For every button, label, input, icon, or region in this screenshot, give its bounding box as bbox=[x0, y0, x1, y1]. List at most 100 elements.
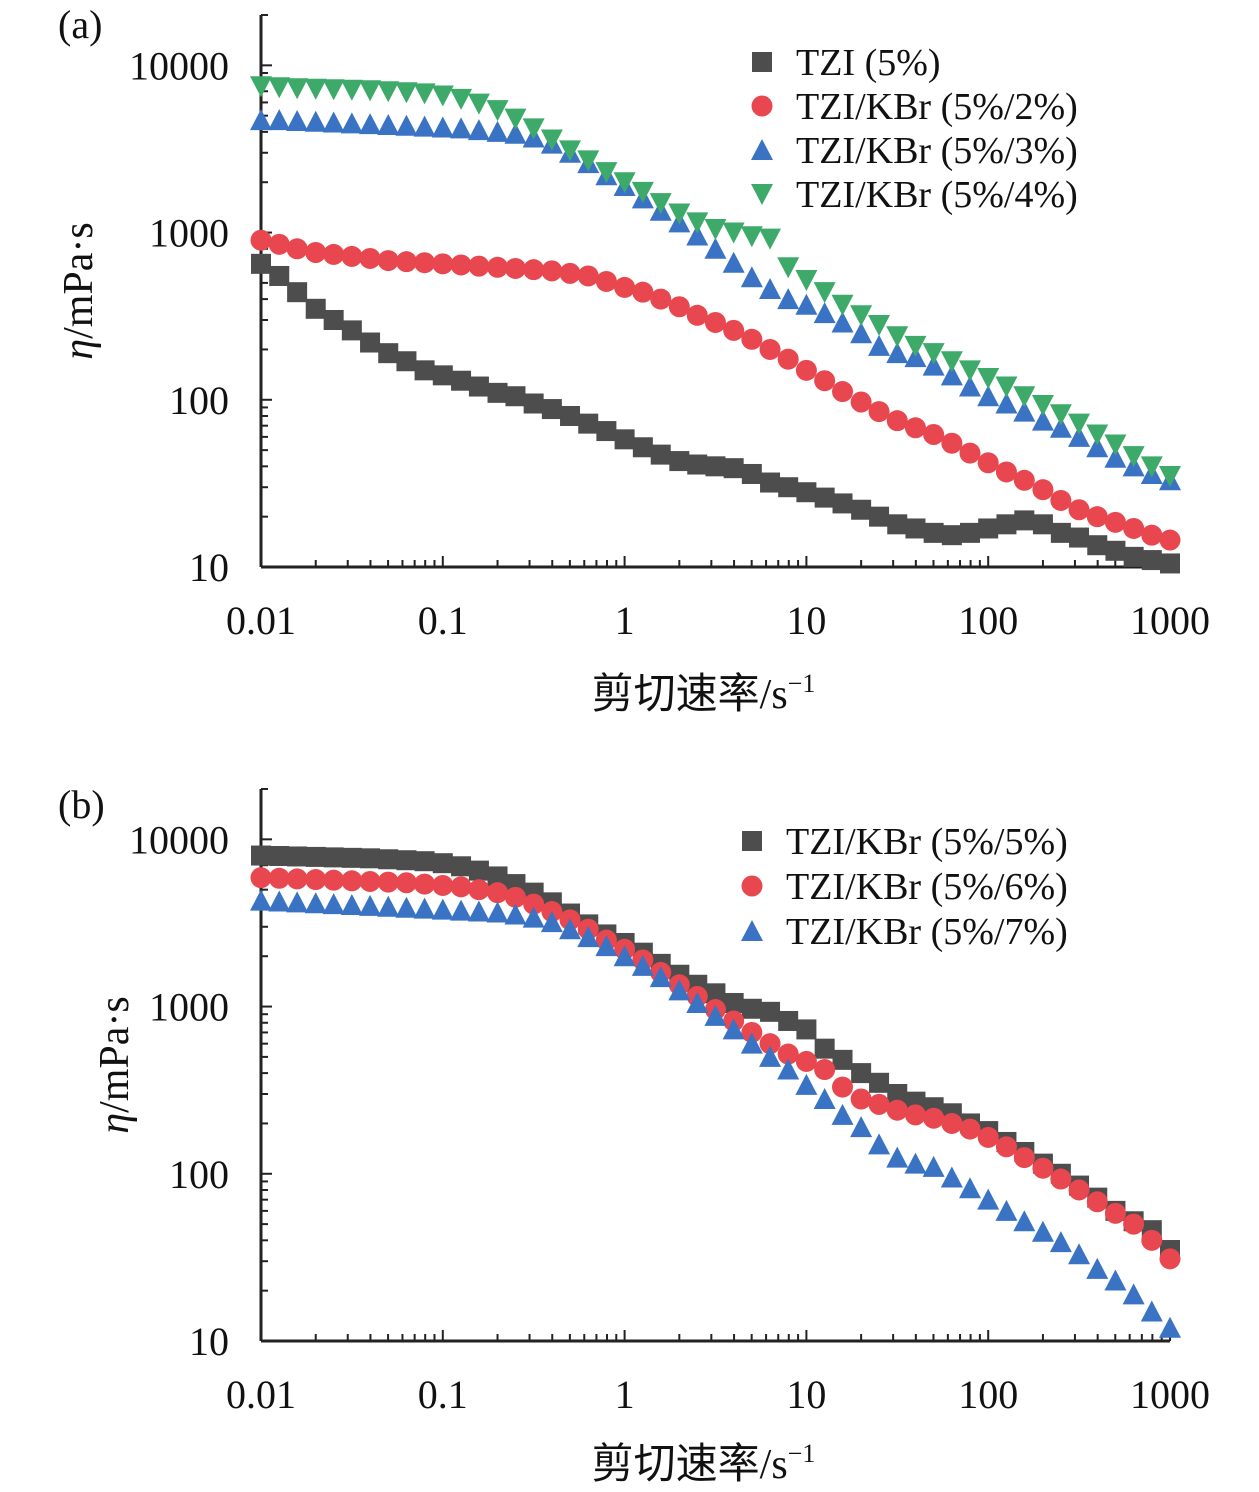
data-point bbox=[414, 851, 435, 872]
data-point bbox=[777, 1058, 800, 1080]
y-tick-label: 100 bbox=[169, 1152, 229, 1197]
y-axis-title-unit: /mPa·s bbox=[56, 222, 102, 339]
x-axis-title: 剪切速率/s−1 bbox=[592, 669, 816, 718]
data-point bbox=[723, 458, 744, 479]
data-point bbox=[740, 1032, 763, 1054]
data-point bbox=[777, 348, 799, 370]
data-point bbox=[504, 257, 526, 279]
data-point bbox=[959, 1118, 981, 1140]
data-point bbox=[832, 493, 853, 514]
data-point bbox=[1140, 1300, 1163, 1322]
data-point bbox=[905, 518, 926, 539]
data-point bbox=[831, 294, 854, 316]
panel-label: (a) bbox=[58, 2, 102, 47]
data-point bbox=[668, 979, 691, 1001]
data-point bbox=[632, 281, 654, 303]
data-point bbox=[795, 1073, 818, 1095]
data-point bbox=[886, 410, 908, 432]
legend-marker bbox=[742, 831, 762, 851]
data-point bbox=[268, 867, 290, 889]
data-point bbox=[850, 1088, 872, 1110]
data-point bbox=[431, 116, 454, 138]
data-point bbox=[1068, 413, 1091, 435]
data-point bbox=[686, 992, 709, 1014]
data-point bbox=[722, 251, 745, 273]
data-point bbox=[251, 845, 271, 866]
data-point bbox=[941, 1112, 963, 1134]
data-point bbox=[432, 874, 454, 896]
legend-marker bbox=[751, 95, 773, 117]
data-point bbox=[868, 1133, 891, 1155]
data-point bbox=[1068, 499, 1090, 521]
data-point bbox=[1050, 489, 1072, 511]
data-point bbox=[559, 140, 582, 162]
data-point bbox=[977, 452, 999, 474]
data-point bbox=[377, 113, 400, 135]
data-point bbox=[1123, 546, 1144, 567]
data-point bbox=[451, 370, 472, 391]
data-point bbox=[977, 367, 1000, 389]
data-point bbox=[560, 405, 581, 426]
data-point bbox=[940, 351, 963, 373]
data-point bbox=[995, 1136, 1017, 1158]
data-point bbox=[486, 901, 509, 923]
series-2 bbox=[250, 229, 1181, 551]
legend-marker bbox=[751, 184, 773, 205]
data-point bbox=[250, 867, 272, 889]
data-point bbox=[959, 522, 980, 543]
legend-label: TZI/KBr (5%/2%) bbox=[796, 86, 1078, 128]
data-point bbox=[977, 385, 1000, 407]
data-point bbox=[1105, 540, 1126, 561]
data-point bbox=[1068, 1179, 1090, 1201]
legend: TZI (5%)TZI/KBr (5%/2%)TZI/KBr (5%/3%)TZ… bbox=[751, 42, 1078, 216]
data-point bbox=[759, 228, 782, 250]
data-point bbox=[504, 108, 527, 130]
data-point bbox=[323, 243, 345, 265]
data-point bbox=[250, 889, 272, 911]
data-point bbox=[850, 322, 873, 344]
data-point bbox=[450, 876, 472, 898]
x-tick-label: 0.01 bbox=[226, 598, 296, 643]
x-tick-label: 0.1 bbox=[418, 598, 468, 643]
x-tick-label: 0.1 bbox=[418, 1372, 468, 1417]
data-point bbox=[1086, 1191, 1108, 1213]
data-point bbox=[868, 401, 890, 423]
data-point bbox=[487, 882, 509, 904]
data-point bbox=[741, 328, 763, 350]
data-point bbox=[467, 119, 490, 141]
data-point bbox=[251, 253, 271, 274]
data-point bbox=[814, 1038, 835, 1059]
data-point bbox=[722, 1018, 745, 1040]
data-point bbox=[286, 109, 309, 131]
data-point bbox=[1049, 416, 1072, 438]
data-point bbox=[304, 78, 327, 100]
data-point bbox=[613, 945, 636, 967]
data-point bbox=[1086, 506, 1108, 528]
data-point bbox=[322, 893, 345, 915]
data-point bbox=[340, 893, 363, 915]
y-tick-label: 10 bbox=[189, 545, 229, 590]
data-point bbox=[705, 983, 726, 1004]
data-point bbox=[1086, 424, 1109, 446]
data-point bbox=[777, 288, 800, 310]
data-point bbox=[359, 247, 381, 269]
data-point bbox=[468, 255, 490, 277]
data-point bbox=[250, 229, 272, 251]
data-point bbox=[541, 260, 563, 282]
data-point bbox=[522, 118, 545, 140]
x-tick-label: 1000 bbox=[1130, 1372, 1210, 1417]
data-point bbox=[904, 1152, 927, 1174]
data-point bbox=[759, 1045, 782, 1067]
data-point bbox=[922, 1155, 945, 1177]
legend-marker bbox=[751, 139, 773, 160]
data-point bbox=[669, 451, 690, 472]
data-point bbox=[467, 93, 490, 115]
data-point bbox=[1141, 1229, 1163, 1251]
data-point bbox=[796, 1019, 817, 1040]
data-point bbox=[1104, 1269, 1127, 1291]
data-point bbox=[687, 454, 708, 475]
data-point bbox=[340, 79, 363, 101]
legend: TZI/KBr (5%/5%)TZI/KBr (5%/6%)TZI/KBr (5… bbox=[741, 821, 1068, 953]
data-point bbox=[1032, 479, 1054, 501]
data-point bbox=[360, 848, 381, 869]
